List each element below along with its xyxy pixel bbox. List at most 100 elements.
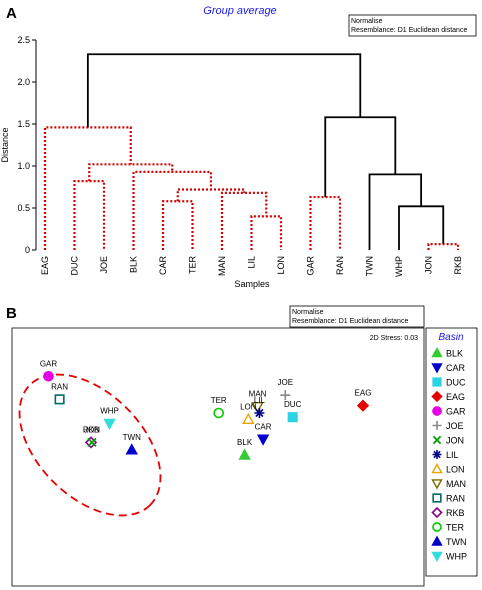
mds-legend-label: DUC	[446, 378, 466, 388]
marker-shape	[432, 406, 442, 416]
mds-legend-item: MAN	[431, 479, 466, 490]
panel-a-info-line2: Resemblance: D1 Euclidean distance	[351, 27, 467, 34]
mds-legend-label: CAR	[446, 363, 466, 373]
mds-point-label: JOE	[278, 378, 294, 387]
marker-shape	[238, 448, 251, 460]
marker-shape	[432, 377, 442, 387]
dendrogram-y-tick-label: 2.0	[17, 77, 30, 87]
marker-shape	[431, 363, 443, 374]
marker-shape	[287, 412, 298, 423]
mds-legend-item: CAR	[431, 363, 466, 374]
mds-legend-item: RKB	[431, 506, 465, 519]
mds-point: EAG	[355, 389, 372, 412]
marker-shape	[256, 434, 270, 446]
dendrogram-link	[86, 53, 362, 128]
mds-legend-label: EAG	[446, 392, 465, 402]
mds-point-label: LON	[240, 402, 257, 411]
mds-legend-item: DUC	[432, 377, 466, 388]
marker-shape	[431, 390, 443, 403]
mds-point: JOE	[278, 378, 294, 401]
mds-point-label: LIL	[254, 396, 266, 405]
dendrogram-link	[427, 243, 460, 250]
dendrogram-y-axis-label: Distance	[0, 127, 10, 162]
dendrogram-link	[309, 195, 342, 250]
dendrogram-link	[132, 170, 213, 250]
dendrogram-link	[161, 200, 194, 250]
mds-point-label: WHP	[100, 407, 119, 416]
mds-point: TWN	[123, 433, 141, 455]
panel-b-label: B	[6, 305, 17, 322]
mds-legend-item: EAG	[431, 390, 465, 403]
dendrogram-leaf-label: BLK	[129, 256, 139, 273]
mds-point: GAR	[40, 359, 58, 382]
dendrogram-y-tick-label: 1.5	[17, 119, 30, 129]
dendrogram-leaf-label: JON	[424, 256, 434, 274]
dendrogram-links	[43, 53, 460, 250]
mds-legend-label: LIL	[446, 450, 459, 460]
mds-point: JON	[84, 425, 100, 448]
dendrogram-y-tick-label: 0	[25, 245, 30, 255]
mds-stress-label: 2D Stress: 0.03	[370, 335, 418, 342]
marker-shape	[432, 493, 442, 503]
mds-legend-item: TWN	[431, 535, 467, 547]
mds-legend-label: RAN	[446, 494, 465, 504]
mds-point-label: TWN	[123, 433, 141, 442]
dendrogram-ticks: 0 0.5 1.0 1.5 2.0 2.5	[17, 35, 36, 255]
panel-a-info-box	[348, 14, 477, 37]
mds-legend-item: JON	[432, 435, 464, 446]
marker-shape	[431, 347, 443, 358]
mds-legend-label: WHP	[446, 552, 467, 562]
mds-point-label: EAG	[355, 389, 372, 398]
mds-legend-item: BLK	[431, 347, 463, 359]
mds-point-label: GAR	[40, 359, 58, 368]
dendrogram-x-axis-label: Samples	[234, 279, 270, 289]
marker-shape	[213, 407, 224, 419]
dendrogram-leaf-label: RKB	[453, 256, 463, 275]
marker-shape	[431, 506, 443, 519]
mds-point: RAN	[51, 382, 68, 405]
dendrogram-link	[43, 126, 132, 250]
mds-legend-label: MAN	[446, 479, 466, 489]
marker-shape	[431, 479, 443, 490]
marker-shape	[432, 450, 442, 459]
mds-point-label: JON	[84, 425, 100, 434]
mds-point-label: CAR	[255, 422, 272, 431]
mds-point-label: RKB	[83, 425, 99, 434]
mds-point: CAR	[255, 422, 272, 446]
marker-shape	[254, 408, 265, 418]
dendrogram-leaf-label: DUC	[70, 256, 80, 276]
dendrogram-link	[88, 163, 174, 182]
dendrogram-plot: Distance Samples 0 0.5 1.0 1.5 2.0 2.5 EAG DUC…	[0, 35, 463, 289]
dendrogram-leaf-label: JOE	[99, 256, 109, 274]
mds-legend-title: Basin	[438, 332, 463, 343]
mds-legend-item: LIL	[432, 450, 459, 460]
mds-legend-item: JOE	[432, 421, 464, 431]
mds-point: WHP	[100, 407, 119, 430]
mds-point-label: MAN	[249, 390, 267, 399]
mds-legend-label: GAR	[446, 407, 466, 417]
mds-legend-item: GAR	[432, 406, 466, 417]
mds-point-label: DUC	[284, 400, 302, 409]
marker-shape	[54, 394, 65, 405]
mds-point-label: TER	[211, 396, 227, 405]
dendrogram-link	[324, 116, 397, 198]
marker-shape	[125, 443, 138, 455]
mds-legend-item: WHP	[431, 552, 467, 562]
mds-legend-label: JON	[446, 436, 464, 446]
marker-shape	[432, 522, 442, 532]
mds-legend-label: JOE	[446, 421, 464, 431]
marker-shape	[432, 435, 442, 445]
marker-shape	[251, 402, 264, 414]
mds-point-label: RAN	[51, 382, 68, 391]
dendrogram-leaf-label: TWN	[365, 256, 375, 277]
mds-point: MAN	[249, 390, 267, 414]
dendrogram-leaf-label: EAG	[40, 256, 50, 275]
mds-point: LON	[240, 402, 257, 424]
panel-b-info-line2: Resemblance: D1 Euclidean distance	[292, 318, 408, 325]
mds-point: BLK	[237, 438, 253, 460]
mds-point: TER	[211, 396, 227, 419]
mds-plot-frame	[11, 327, 425, 587]
panel-b-info-line1: Normalise	[292, 309, 324, 316]
